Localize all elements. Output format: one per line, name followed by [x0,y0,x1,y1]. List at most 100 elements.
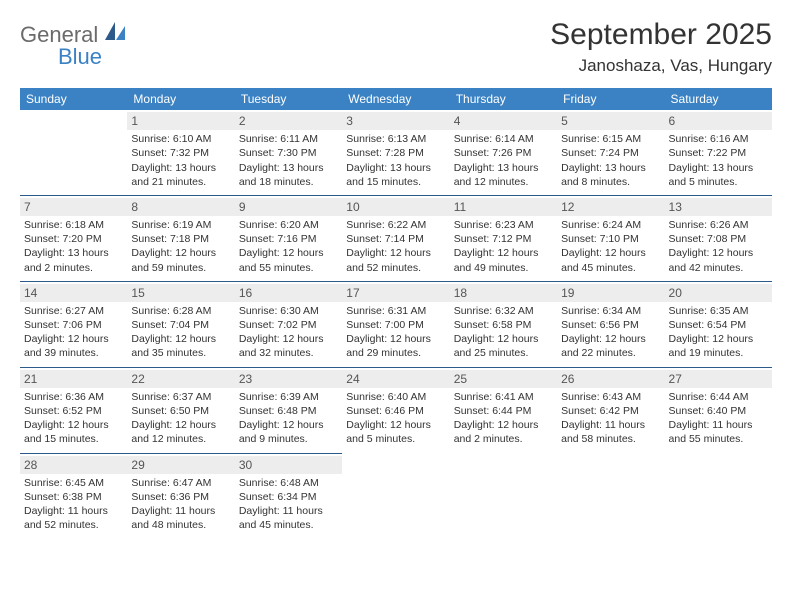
sunset-text: Sunset: 6:36 PM [131,490,230,504]
sunset-text: Sunset: 7:24 PM [561,146,660,160]
day-number: 6 [665,112,772,130]
calendar-day-cell: 28Sunrise: 6:45 AMSunset: 6:38 PMDayligh… [20,453,127,538]
calendar-day-cell: 10Sunrise: 6:22 AMSunset: 7:14 PMDayligh… [342,195,449,281]
sunrise-text: Sunrise: 6:34 AM [561,304,660,318]
day-number: 25 [450,370,557,388]
calendar-day-cell: 21Sunrise: 6:36 AMSunset: 6:52 PMDayligh… [20,367,127,453]
weekday-header: Friday [557,88,664,110]
dl1-text: Daylight: 11 hours [131,504,230,518]
sunset-text: Sunset: 7:20 PM [24,232,123,246]
sunrise-text: Sunrise: 6:32 AM [454,304,553,318]
sunset-text: Sunset: 7:14 PM [346,232,445,246]
dl1-text: Daylight: 13 hours [561,161,660,175]
day-number: 30 [235,456,342,474]
dl2-text: and 45 minutes. [561,261,660,275]
sunset-text: Sunset: 7:08 PM [669,232,768,246]
calendar-table: Sunday Monday Tuesday Wednesday Thursday… [20,88,772,538]
calendar-day-cell: 25Sunrise: 6:41 AMSunset: 6:44 PMDayligh… [450,367,557,453]
sunrise-text: Sunrise: 6:30 AM [239,304,338,318]
sunset-text: Sunset: 7:02 PM [239,318,338,332]
dl1-text: Daylight: 12 hours [239,418,338,432]
calendar-day-cell: 16Sunrise: 6:30 AMSunset: 7:02 PMDayligh… [235,281,342,367]
sunset-text: Sunset: 7:22 PM [669,146,768,160]
dl2-text: and 5 minutes. [346,432,445,446]
sunrise-text: Sunrise: 6:18 AM [24,218,123,232]
dl2-text: and 49 minutes. [454,261,553,275]
calendar-day-cell: 8Sunrise: 6:19 AMSunset: 7:18 PMDaylight… [127,195,234,281]
sunrise-text: Sunrise: 6:37 AM [131,390,230,404]
dl2-text: and 15 minutes. [24,432,123,446]
dl2-text: and 18 minutes. [239,175,338,189]
day-number: 5 [557,112,664,130]
dl2-text: and 42 minutes. [669,261,768,275]
dl1-text: Daylight: 12 hours [454,332,553,346]
sunrise-text: Sunrise: 6:15 AM [561,132,660,146]
day-number: 28 [20,456,127,474]
dl2-text: and 21 minutes. [131,175,230,189]
calendar-day-cell: 27Sunrise: 6:44 AMSunset: 6:40 PMDayligh… [665,367,772,453]
dl1-text: Daylight: 11 hours [239,504,338,518]
calendar-day-cell: 5 Sunrise: 6:15 AMSunset: 7:24 PMDaylight… [557,110,664,195]
day-number: 19 [557,284,664,302]
dl1-text: Daylight: 11 hours [24,504,123,518]
sail-icon [105,29,127,46]
dl1-text: Daylight: 12 hours [131,332,230,346]
calendar-day-cell: 11Sunrise: 6:23 AMSunset: 7:12 PMDayligh… [450,195,557,281]
dl1-text: Daylight: 13 hours [131,161,230,175]
calendar-day-cell [342,453,449,538]
calendar-day-cell [450,453,557,538]
calendar-day-cell [20,110,127,195]
day-number: 3 [342,112,449,130]
dl2-text: and 55 minutes. [669,432,768,446]
dl1-text: Daylight: 12 hours [454,418,553,432]
dl2-text: and 25 minutes. [454,346,553,360]
day-number: 15 [127,284,234,302]
day-number: 17 [342,284,449,302]
sunrise-text: Sunrise: 6:47 AM [131,476,230,490]
sunset-text: Sunset: 6:50 PM [131,404,230,418]
day-number: 4 [450,112,557,130]
day-number: 23 [235,370,342,388]
dl2-text: and 52 minutes. [346,261,445,275]
sunrise-text: Sunrise: 6:44 AM [669,390,768,404]
dl1-text: Daylight: 12 hours [346,332,445,346]
day-number: 11 [450,198,557,216]
calendar-body: 1Sunrise: 6:10 AMSunset: 7:32 PMDaylight… [20,110,772,538]
dl2-text: and 32 minutes. [239,346,338,360]
calendar-day-cell: 4Sunrise: 6:14 AMSunset: 7:26 PMDaylight… [450,110,557,195]
day-number: 1 [127,112,234,130]
weekday-header: Saturday [665,88,772,110]
sunset-text: Sunset: 6:56 PM [561,318,660,332]
calendar-page: General Blue September 2025 Janoshaza, V… [0,0,792,612]
dl2-text: and 9 minutes. [239,432,338,446]
sunrise-text: Sunrise: 6:11 AM [239,132,338,146]
day-number: 20 [665,284,772,302]
dl1-text: Daylight: 13 hours [454,161,553,175]
dl2-text: and 35 minutes. [131,346,230,360]
calendar-day-cell: 7Sunrise: 6:18 AMSunset: 7:20 PMDaylight… [20,195,127,281]
calendar-day-cell [665,453,772,538]
dl2-text: and 58 minutes. [561,432,660,446]
day-number: 22 [127,370,234,388]
sunrise-text: Sunrise: 6:43 AM [561,390,660,404]
sunrise-text: Sunrise: 6:35 AM [669,304,768,318]
calendar-day-cell: 3Sunrise: 6:13 AMSunset: 7:28 PMDaylight… [342,110,449,195]
dl1-text: Daylight: 13 hours [24,246,123,260]
sunrise-text: Sunrise: 6:16 AM [669,132,768,146]
dl1-text: Daylight: 13 hours [239,161,338,175]
day-number: 9 [235,198,342,216]
calendar-day-cell: 13Sunrise: 6:26 AMSunset: 7:08 PMDayligh… [665,195,772,281]
dl1-text: Daylight: 12 hours [24,418,123,432]
calendar-week-row: 14Sunrise: 6:27 AMSunset: 7:06 PMDayligh… [20,281,772,367]
calendar-day-cell: 2Sunrise: 6:11 AMSunset: 7:30 PMDaylight… [235,110,342,195]
day-number: 2 [235,112,342,130]
dl1-text: Daylight: 12 hours [346,418,445,432]
calendar-day-cell: 24Sunrise: 6:40 AMSunset: 6:46 PMDayligh… [342,367,449,453]
calendar-day-cell [557,453,664,538]
sunrise-text: Sunrise: 6:19 AM [131,218,230,232]
dl1-text: Daylight: 11 hours [561,418,660,432]
sunrise-text: Sunrise: 6:41 AM [454,390,553,404]
sunrise-text: Sunrise: 6:36 AM [24,390,123,404]
calendar-day-cell: 30Sunrise: 6:48 AMSunset: 6:34 PMDayligh… [235,453,342,538]
dl1-text: Daylight: 13 hours [346,161,445,175]
